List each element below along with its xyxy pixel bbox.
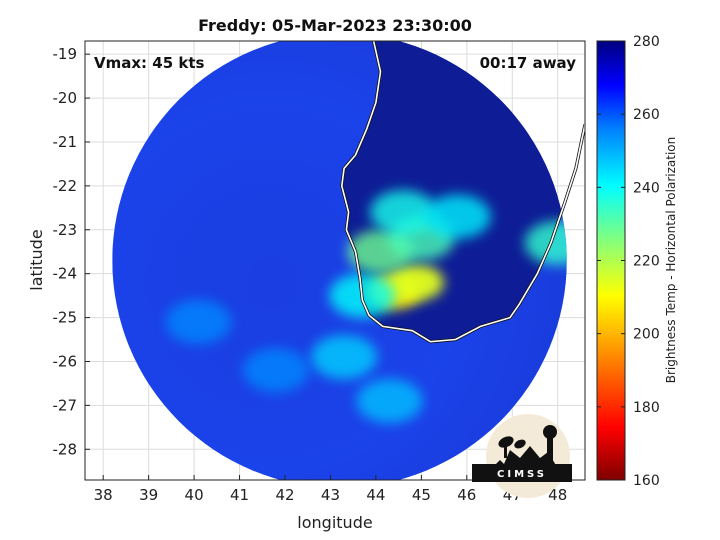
brightness-feature [356, 378, 423, 423]
colorbar [596, 40, 626, 481]
y-tick-label: -23 [53, 221, 78, 239]
x-tick-label: 41 [230, 486, 249, 504]
y-tick-label: -28 [53, 440, 78, 458]
brightness-feature [165, 299, 232, 344]
y-tick-label: -20 [53, 89, 78, 107]
y-tick-label: -21 [53, 133, 78, 151]
logo-banner [472, 464, 572, 482]
colorbar-tick-label: 260 [633, 107, 660, 123]
logo-tower [547, 436, 553, 464]
brightness-feature [524, 220, 567, 265]
y-tick-label: -24 [53, 265, 78, 283]
x-tick-label: 45 [412, 486, 431, 504]
logo-dish-2 [514, 439, 526, 449]
x-tick-label: 40 [185, 486, 204, 504]
colorbar-tick-label: 220 [633, 254, 660, 270]
plot-frame [84, 40, 586, 481]
vmax-label: Vmax: 45 kts [94, 54, 204, 72]
brightness-feature [370, 190, 437, 235]
x-tick-label: 39 [139, 486, 158, 504]
colorbar-label: Brightness Temp - Horizontal Polarizatio… [664, 137, 678, 384]
x-tick-label: 46 [457, 486, 476, 504]
colorbar-tick-label: 280 [633, 34, 660, 50]
x-tick-label: 48 [548, 486, 567, 504]
y-axis-ticks: -19 -20 -21 -22 -23 -24 -25 -26 -27 -28 [53, 45, 90, 458]
colorbar-tick-label: 200 [633, 327, 660, 343]
brightness-feature [311, 335, 378, 380]
chart-title: Freddy: 05-Mar-2023 23:30:00 [198, 16, 472, 35]
brightness-feature [389, 264, 444, 301]
cimss-logo: CIMSS [472, 414, 572, 498]
y-tick-label: -26 [53, 352, 78, 370]
y-axis-label: latitude [27, 229, 46, 290]
colorbar-ticks: 280 260 240 220 200 180 160 [597, 34, 660, 489]
x-tick-label: 38 [94, 486, 113, 504]
x-axis-label: longitude [297, 513, 372, 532]
y-tick-label: -19 [53, 45, 78, 63]
logo-dish [498, 436, 514, 448]
time-offset-label: 00:17 away [480, 54, 577, 72]
logo-text: CIMSS [497, 469, 547, 480]
y-tick-label: -25 [53, 309, 78, 327]
logo-dish-stand [504, 444, 507, 458]
brightness-feature [242, 348, 309, 393]
x-tick-label: 42 [275, 486, 294, 504]
y-tick-label: -27 [53, 396, 78, 414]
x-tick-label: 43 [321, 486, 340, 504]
brightness-feature [424, 194, 491, 239]
colorbar-tick-label: 160 [633, 473, 660, 489]
y-tick-label: -22 [53, 177, 78, 195]
colorbar-tick-label: 180 [633, 400, 660, 416]
logo-tower-top [543, 425, 557, 439]
colorbar-tick-label: 240 [633, 180, 660, 196]
x-tick-label: 44 [366, 486, 385, 504]
coastline [340, 41, 585, 343]
